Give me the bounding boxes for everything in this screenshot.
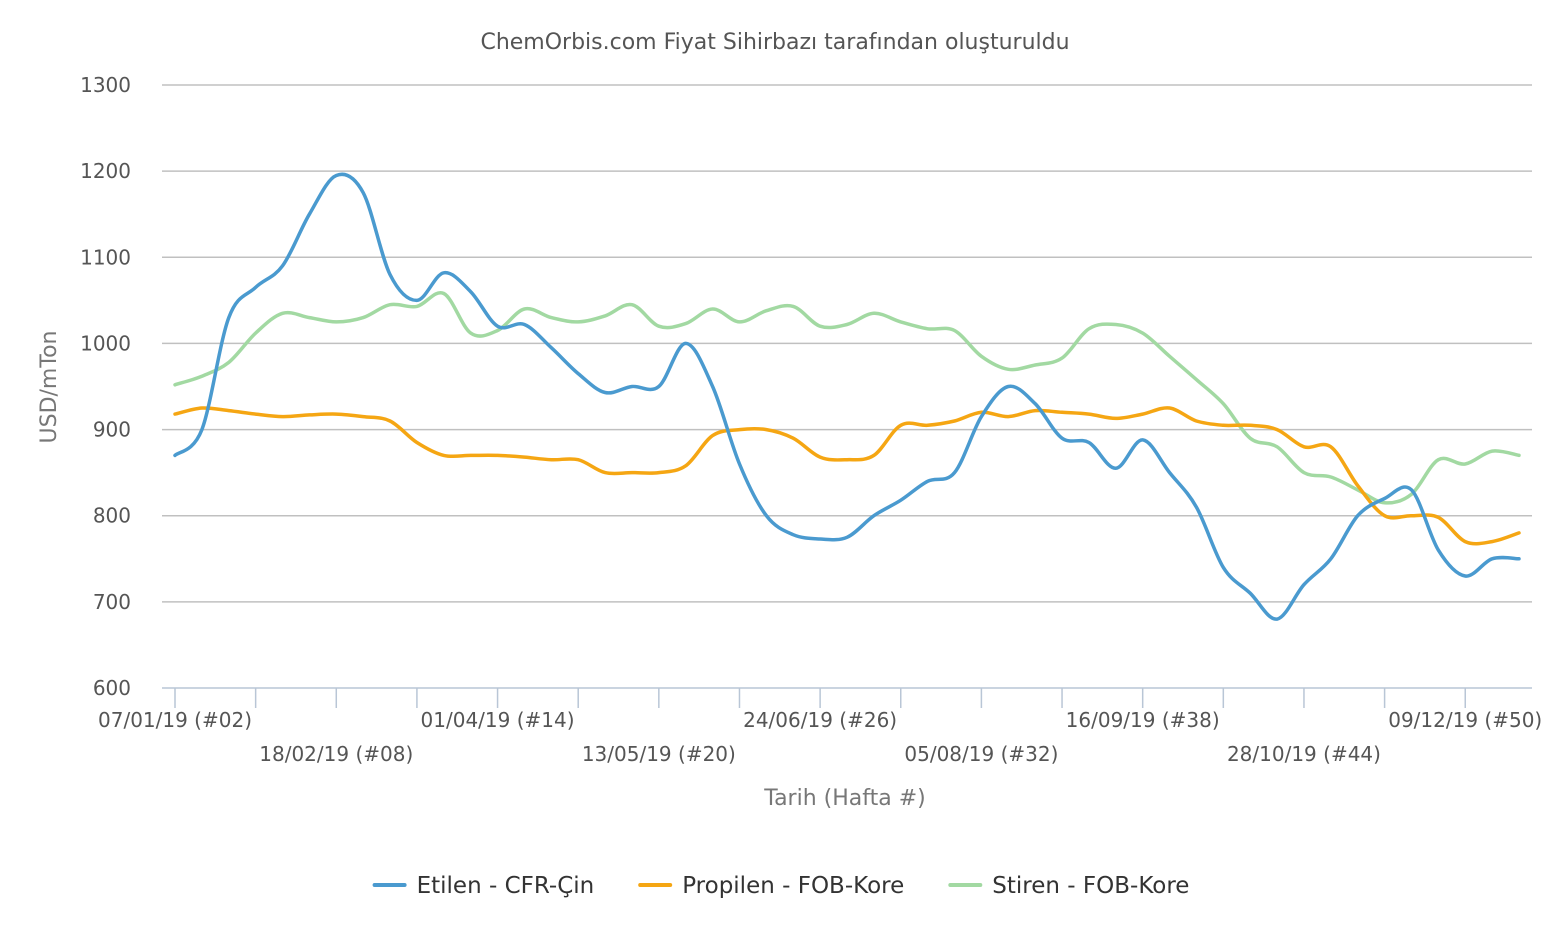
legend-label: Stiren - FOB-Kore [992, 873, 1189, 899]
x-tick-label: 18/02/19 (#08) [259, 742, 413, 766]
gridlines [162, 84, 1532, 603]
legend-item[interactable]: Stiren - FOB-Kore [948, 873, 1189, 899]
legend-item[interactable]: Etilen - CFR-Çin [372, 873, 595, 899]
y-tick-label: 700 [93, 590, 131, 614]
x-tick-label: 16/09/19 (#38) [1066, 708, 1220, 732]
series-line-propilen [173, 406, 1521, 546]
y-tick-label: 1300 [80, 73, 131, 97]
x-tick-label: 07/01/19 (#02) [98, 708, 252, 732]
x-tick-label: 24/06/19 (#26) [743, 708, 897, 732]
x-tick-label: 09/12/19 (#50) [1388, 708, 1542, 732]
x-axis-title: Tarih (Hafta #) [763, 786, 925, 811]
x-tick-label: 05/08/19 (#32) [904, 742, 1058, 766]
legend-label: Propilen - FOB-Kore [682, 873, 904, 899]
y-tick-label: 1000 [80, 331, 131, 355]
x-tick-label: 28/10/19 (#44) [1227, 742, 1381, 766]
legend: Etilen - CFR-Çin Propilen - FOB-Kore Stire… [372, 873, 1189, 899]
x-tick-label: 01/04/19 (#14) [421, 708, 575, 732]
y-tick-label: 600 [93, 676, 131, 700]
y-axis-title: USD/mTon [37, 331, 62, 444]
series-line-stiren [173, 290, 1521, 505]
series-lines [173, 172, 1521, 621]
series-line-etilen [173, 172, 1521, 621]
y-tick-label: 900 [93, 418, 131, 442]
legend-label: Etilen - CFR-Çin [417, 873, 595, 899]
y-axis-tick-labels: 600 700 800 900 1000 1100 1200 1300 [80, 73, 131, 700]
legend-item[interactable]: Propilen - FOB-Kore [638, 873, 904, 899]
x-axis: 07/01/19 (#02) 18/02/19 (#08) 01/04/19 (#1… [98, 687, 1542, 766]
y-tick-label: 1200 [80, 159, 131, 183]
y-tick-label: 1100 [80, 245, 131, 269]
chart-title: ChemOrbis.com Fiyat Sihirbazı tarafından… [480, 30, 1069, 55]
y-tick-label: 800 [93, 504, 131, 528]
x-tick-label: 13/05/19 (#20) [582, 742, 736, 766]
